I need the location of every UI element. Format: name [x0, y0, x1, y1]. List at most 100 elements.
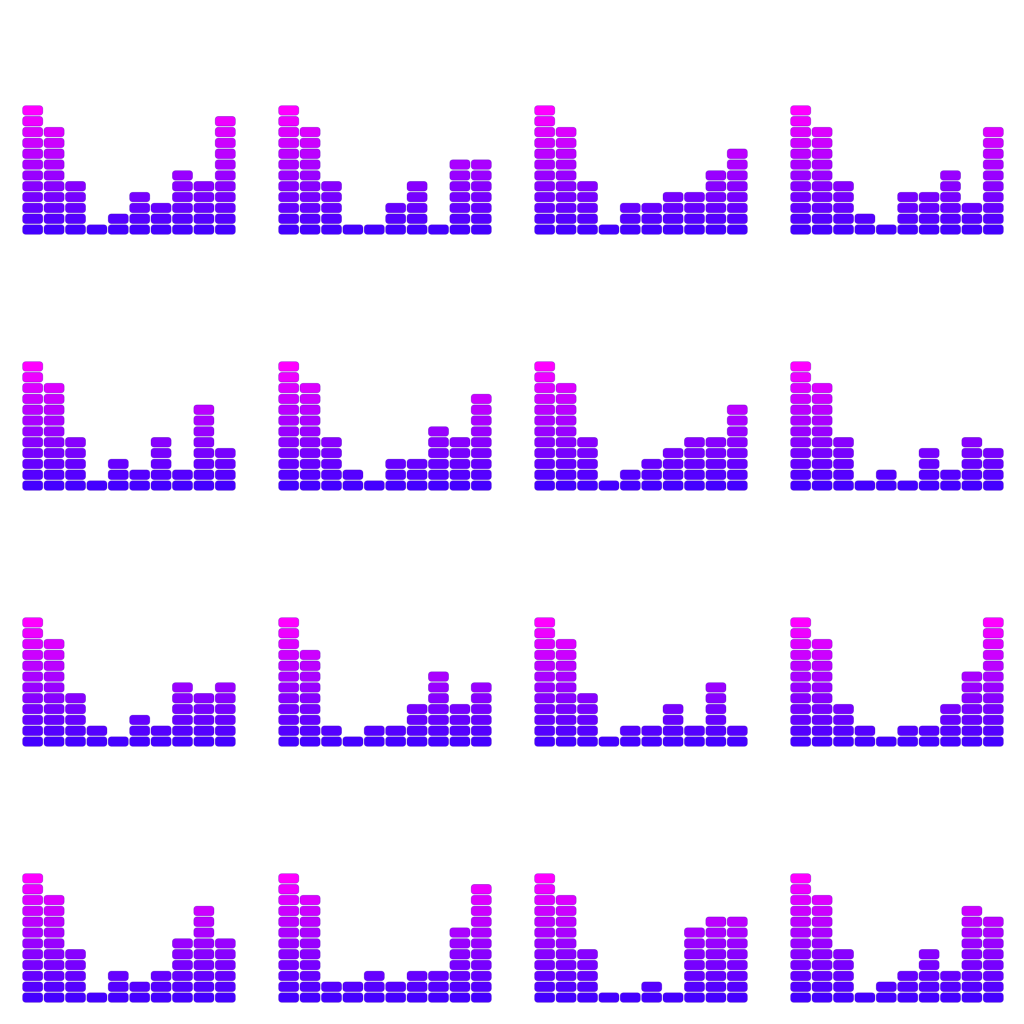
bar-segment	[982, 981, 1004, 992]
bar-segment	[129, 714, 151, 726]
bar-segment	[22, 905, 44, 917]
bar-segment	[363, 981, 385, 992]
bar-segment	[790, 638, 812, 650]
bar-segment	[427, 437, 449, 448]
bar-segment	[641, 992, 663, 1003]
bar-segment	[534, 660, 556, 671]
panel-9-bar-2	[43, 638, 65, 747]
bar-segment	[65, 714, 87, 726]
bar-segment	[321, 447, 343, 459]
bar-segment	[43, 480, 65, 491]
panel-10-bar-10	[470, 682, 492, 747]
bar-segment	[833, 714, 855, 726]
bar-segment	[193, 404, 215, 415]
bar-segment	[22, 137, 44, 149]
bar-segment	[790, 458, 812, 470]
bar-segment	[427, 714, 449, 726]
bar-segment	[43, 458, 65, 470]
bar-segment	[534, 382, 556, 394]
bar-segment	[22, 617, 44, 628]
bar-segment	[726, 437, 748, 448]
bar-segment	[961, 437, 983, 448]
bar-segment	[833, 970, 855, 982]
bar-segment	[65, 981, 87, 992]
panel-14-bar-4	[342, 981, 364, 1003]
bar-segment	[555, 894, 577, 906]
bar-segment	[790, 105, 812, 116]
panel-16-bar-7	[918, 949, 940, 1003]
panel-13-bar-6	[129, 981, 151, 1003]
bar-segment	[534, 415, 556, 426]
bar-segment	[171, 714, 193, 726]
bar-segment	[129, 992, 151, 1003]
bar-segment	[534, 970, 556, 982]
bar-segment	[811, 938, 833, 949]
bar-segment	[449, 437, 471, 448]
bar-segment	[278, 905, 300, 917]
bar-segment	[705, 992, 727, 1003]
bar-segment	[278, 714, 300, 726]
bar-segment	[278, 682, 300, 693]
bar-segment	[278, 992, 300, 1003]
bar-segment	[534, 181, 556, 192]
bar-segment	[321, 992, 343, 1003]
bar-segment	[939, 970, 961, 982]
bar-segment	[598, 224, 620, 235]
panel-10-bar-5	[363, 725, 385, 747]
bar-segment	[449, 224, 471, 235]
panel-3-bar-5	[619, 202, 641, 235]
bar-segment	[897, 725, 919, 736]
bar-segment	[641, 213, 663, 224]
bar-segment	[982, 959, 1004, 971]
panel-5-bar-10	[214, 447, 236, 491]
bar-segment	[65, 437, 87, 448]
bar-segment	[214, 469, 236, 480]
bar-segment	[43, 894, 65, 906]
panel-15-bar-10	[726, 916, 748, 1003]
bar-segment	[555, 202, 577, 214]
panel-13-bar-10	[214, 938, 236, 1003]
bar-segment	[193, 469, 215, 480]
bar-segment	[555, 992, 577, 1003]
bar-segment	[790, 894, 812, 906]
bar-segment	[107, 736, 129, 747]
bar-segment	[214, 447, 236, 459]
bar-segment	[577, 736, 599, 747]
bar-segment	[555, 649, 577, 661]
bar-segment	[406, 224, 428, 235]
bar-segment	[961, 725, 983, 736]
bar-segment	[299, 480, 321, 491]
bar-segment	[534, 137, 556, 149]
panel-16-bar-2	[811, 894, 833, 1003]
bar-segment	[22, 725, 44, 736]
bar-segment	[811, 693, 833, 704]
bar-segment	[150, 224, 172, 235]
bar-segment	[427, 469, 449, 480]
bar-segment	[534, 469, 556, 480]
panel-6-bar-5	[363, 480, 385, 491]
bar-segment	[22, 884, 44, 895]
bar-segment	[705, 736, 727, 747]
bar-segment	[705, 458, 727, 470]
panel-16-bar-1	[790, 873, 812, 1003]
bar-segment	[705, 949, 727, 960]
bar-segment	[577, 714, 599, 726]
bar-segment	[982, 703, 1004, 715]
bar-segment	[22, 970, 44, 982]
bar-segment	[449, 181, 471, 192]
bar-segment	[171, 170, 193, 181]
bar-segment	[171, 682, 193, 693]
bar-segment	[406, 213, 428, 224]
bar-segment	[534, 671, 556, 682]
bar-segment	[406, 992, 428, 1003]
bar-segment	[385, 981, 407, 992]
panel-11-bar-10	[726, 725, 748, 747]
bar-segment	[833, 181, 855, 192]
bar-segment	[449, 447, 471, 459]
bar-segment	[299, 181, 321, 192]
bar-segment	[171, 970, 193, 982]
bar-segment	[555, 916, 577, 927]
bar-segment	[171, 191, 193, 203]
bar-segment	[555, 480, 577, 491]
